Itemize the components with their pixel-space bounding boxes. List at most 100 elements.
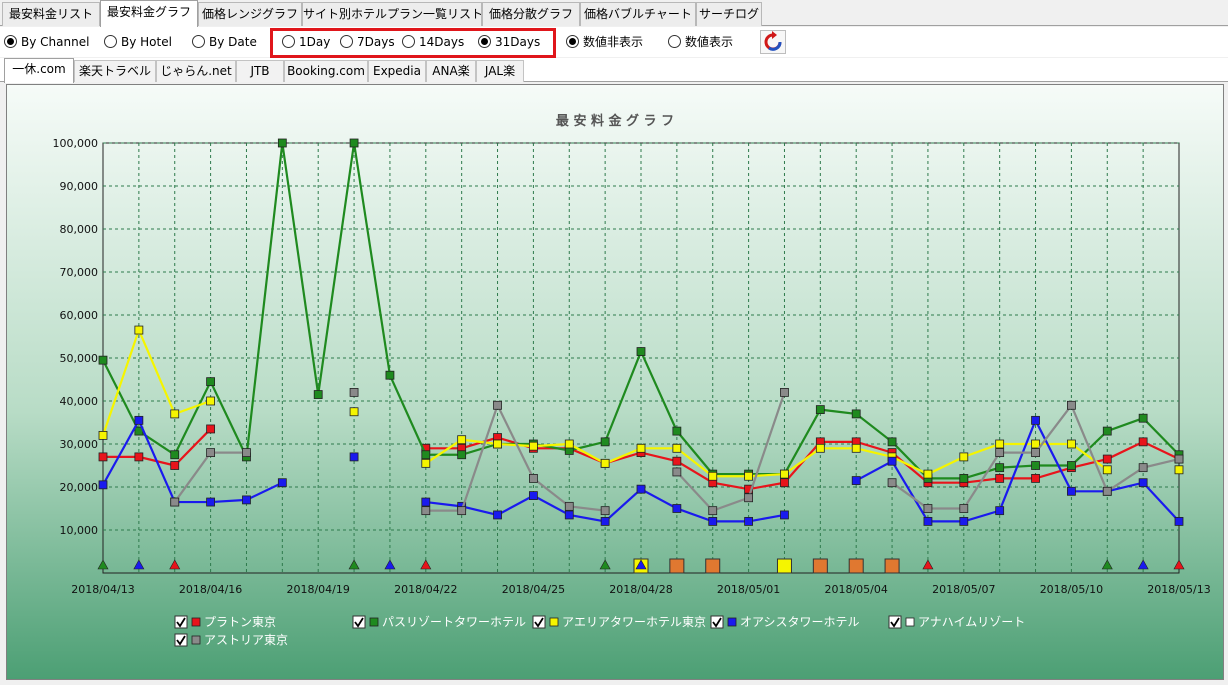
refresh-button[interactable] xyxy=(760,30,786,54)
x-tick-label: 2018/05/01 xyxy=(717,583,780,596)
data-point xyxy=(170,409,180,419)
data-point xyxy=(636,347,646,356)
radio-dot xyxy=(402,35,415,48)
data-point xyxy=(1138,413,1148,423)
data-point xyxy=(170,450,180,460)
checkmark-icon xyxy=(534,617,544,628)
tab-booking[interactable]: Booking.com xyxy=(284,60,368,82)
radio-by-date[interactable]: By Date xyxy=(192,33,257,51)
legend-checkbox xyxy=(352,615,366,629)
y-tick-label: 10,000 xyxy=(60,524,99,537)
data-point xyxy=(923,504,933,513)
legend-swatch xyxy=(191,617,201,627)
tab-lowest-price-graph[interactable]: 最安料金グラフ xyxy=(100,0,198,27)
data-point xyxy=(1102,465,1112,475)
radio-hide-values[interactable]: 数値非表示 xyxy=(566,33,643,51)
refresh-icon xyxy=(764,31,782,51)
tab-jtb[interactable]: JTB xyxy=(236,60,284,82)
legend-swatch xyxy=(549,617,559,627)
data-point xyxy=(457,450,467,460)
data-point xyxy=(1138,478,1148,488)
data-point xyxy=(1067,461,1076,470)
radio-dot xyxy=(478,35,491,48)
data-point xyxy=(529,473,538,483)
data-point xyxy=(421,497,431,507)
option-bar: By Channel By Hotel By Date 1Day 7Days 1… xyxy=(0,27,1228,57)
data-point xyxy=(672,426,682,436)
data-point xyxy=(995,463,1005,473)
data-point xyxy=(672,443,682,453)
data-point xyxy=(98,355,108,365)
y-tick-label: 80,000 xyxy=(60,223,99,236)
legend-swatch xyxy=(191,635,201,645)
tab-jal[interactable]: JAL楽 xyxy=(476,60,524,82)
tab-jalan[interactable]: じゃらん.net xyxy=(156,60,236,82)
data-point xyxy=(242,448,251,458)
data-point xyxy=(780,510,789,520)
event-marker-triangle xyxy=(133,559,145,570)
data-point xyxy=(206,396,216,406)
data-point xyxy=(1174,465,1184,475)
tab-price-bubble-chart[interactable]: 価格バブルチャート xyxy=(580,2,696,26)
radio-dot xyxy=(340,35,353,48)
data-point xyxy=(529,491,538,501)
data-point xyxy=(923,516,933,526)
data-point xyxy=(851,476,861,485)
tab-expedia[interactable]: Expedia xyxy=(368,60,426,82)
x-tick-label: 2018/04/28 xyxy=(609,583,672,596)
data-point xyxy=(959,504,969,513)
legend-swatch xyxy=(727,617,737,627)
x-tick-label: 2018/05/10 xyxy=(1040,583,1103,596)
y-tick-label: 30,000 xyxy=(60,438,99,451)
data-point xyxy=(780,387,789,397)
tab-ikyu[interactable]: 一休.com xyxy=(4,58,74,83)
data-point xyxy=(1102,486,1112,496)
radio-1day[interactable]: 1Day xyxy=(282,33,330,51)
tab-ana[interactable]: ANA楽 xyxy=(426,60,476,82)
x-tick-label: 2018/04/25 xyxy=(502,583,565,596)
x-tick-label: 2018/04/13 xyxy=(71,583,134,596)
data-point xyxy=(1031,473,1040,483)
radio-7days[interactable]: 7Days xyxy=(340,33,395,51)
tab-search-log[interactable]: サーチログ xyxy=(696,2,762,26)
data-point xyxy=(923,469,933,479)
data-point xyxy=(887,478,897,488)
radio-dot xyxy=(668,35,681,48)
radio-show-values[interactable]: 数値表示 xyxy=(668,33,733,51)
legend-checkbox xyxy=(710,615,724,629)
tab-hotel-plan-list[interactable]: サイト別ホテルプラン一覧リスト xyxy=(302,2,482,26)
event-marker-triangle xyxy=(348,559,360,570)
data-point xyxy=(1067,486,1076,496)
data-point xyxy=(349,407,359,417)
radio-14days[interactable]: 14Days xyxy=(402,33,464,51)
data-point xyxy=(959,473,969,483)
data-point xyxy=(98,430,108,440)
data-point xyxy=(815,405,825,415)
tab-price-distribution-graph[interactable]: 価格分散グラフ xyxy=(482,2,580,26)
tab-price-range-graph[interactable]: 価格レンジグラフ xyxy=(198,2,302,26)
radio-dot xyxy=(104,35,117,48)
event-marker-triangle xyxy=(1137,559,1149,570)
legend-checkbox xyxy=(174,633,188,647)
data-point xyxy=(959,452,969,462)
series-line xyxy=(425,402,606,512)
data-point xyxy=(1174,454,1184,464)
chart-legend: プラトン東京 パスリゾートタワーホテル アエリアタワーホテル東京 オアシスタワーホテル… xyxy=(174,615,1025,647)
data-point xyxy=(277,138,287,148)
tab-lowest-price-list[interactable]: 最安料金リスト xyxy=(2,2,100,26)
data-point xyxy=(385,370,395,380)
legend-checkbox xyxy=(532,615,546,629)
data-point xyxy=(887,456,897,466)
data-point xyxy=(636,443,646,453)
data-point xyxy=(1102,454,1112,464)
radio-by-channel[interactable]: By Channel xyxy=(4,33,89,51)
x-tick-label: 2018/05/07 xyxy=(932,583,995,596)
tab-rakuten-travel[interactable]: 楽天トラベル xyxy=(74,60,156,82)
radio-dot xyxy=(282,35,295,48)
data-point xyxy=(529,441,538,451)
radio-by-hotel[interactable]: By Hotel xyxy=(104,33,172,51)
legend-label: パスリゾートタワーホテル xyxy=(382,615,526,629)
x-tick-label: 2018/05/04 xyxy=(824,583,887,596)
radio-31days[interactable]: 31Days xyxy=(478,33,540,51)
event-marker-triangle xyxy=(420,559,432,570)
